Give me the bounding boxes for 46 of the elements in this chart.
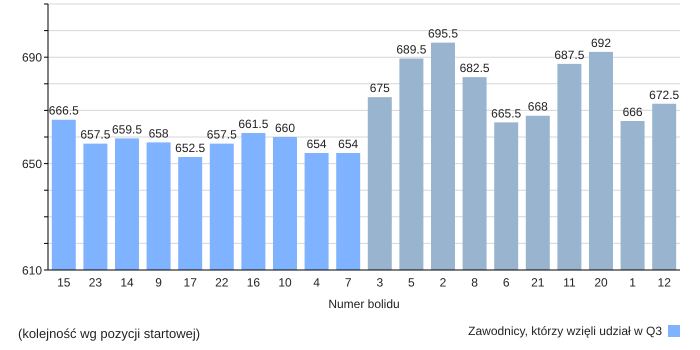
data-label: 665.5 xyxy=(491,106,522,120)
data-label: 695.5 xyxy=(428,26,458,41)
text: (kolejność wg pozycji startowej) xyxy=(18,326,200,341)
x-tick-label: 20 xyxy=(594,276,608,290)
data-label: 652.5 xyxy=(175,140,206,155)
data-label: 675 xyxy=(370,81,390,96)
x-tick-label: 15 xyxy=(57,276,71,290)
x-tick-label: 10 xyxy=(278,276,292,290)
x-tick-label: 8 xyxy=(471,276,478,290)
x-tick-label: 7 xyxy=(344,276,352,290)
data-label: 654 xyxy=(306,136,327,151)
x-tick-label: 3 xyxy=(376,276,384,290)
x-tick-label: 6 xyxy=(502,276,510,290)
data-label: 657.5 xyxy=(206,128,238,142)
y-tick-label: 650 xyxy=(22,156,42,171)
x-axis-title: Numer bolidu xyxy=(328,297,400,311)
legend-label: Zawodnicy, którzy wzięli udział w Q3 xyxy=(468,324,663,338)
data-label: 666 xyxy=(622,105,643,120)
x-tick-label: 14 xyxy=(120,276,134,290)
x-tick-label: 16 xyxy=(246,276,260,290)
x-tick-label: 2 xyxy=(440,276,447,290)
data-label: 689.5 xyxy=(396,42,427,57)
y-tick-label: 610 xyxy=(22,263,42,278)
data-label: 668 xyxy=(528,100,548,114)
x-tick-label: 12 xyxy=(658,276,672,290)
x-tick-label: 5 xyxy=(408,276,416,290)
data-label: 657.5 xyxy=(80,128,111,142)
x-tick-label: 22 xyxy=(215,276,229,290)
data-label: 658 xyxy=(148,126,169,140)
x-tick-label: 11 xyxy=(563,276,576,290)
data-label: 672.5 xyxy=(649,88,680,102)
data-label: 654 xyxy=(338,136,359,151)
data-label: 687.5 xyxy=(554,48,585,62)
data-label: 661.5 xyxy=(238,117,269,132)
data-label: 660 xyxy=(274,121,296,135)
data-label: 682.5 xyxy=(460,61,490,76)
x-tick-label: 23 xyxy=(88,276,102,290)
x-tick-label: 21 xyxy=(531,276,545,290)
x-tick-label: 9 xyxy=(155,276,162,290)
x-tick-label: 17 xyxy=(184,276,198,290)
data-label: 666.5 xyxy=(48,104,80,118)
y-tick-label: 690 xyxy=(22,50,42,64)
data-label: 659.5 xyxy=(112,122,142,136)
data-label: 692 xyxy=(590,36,612,50)
x-tick-label: 4 xyxy=(313,276,320,290)
x-tick-label: 1 xyxy=(629,276,636,290)
